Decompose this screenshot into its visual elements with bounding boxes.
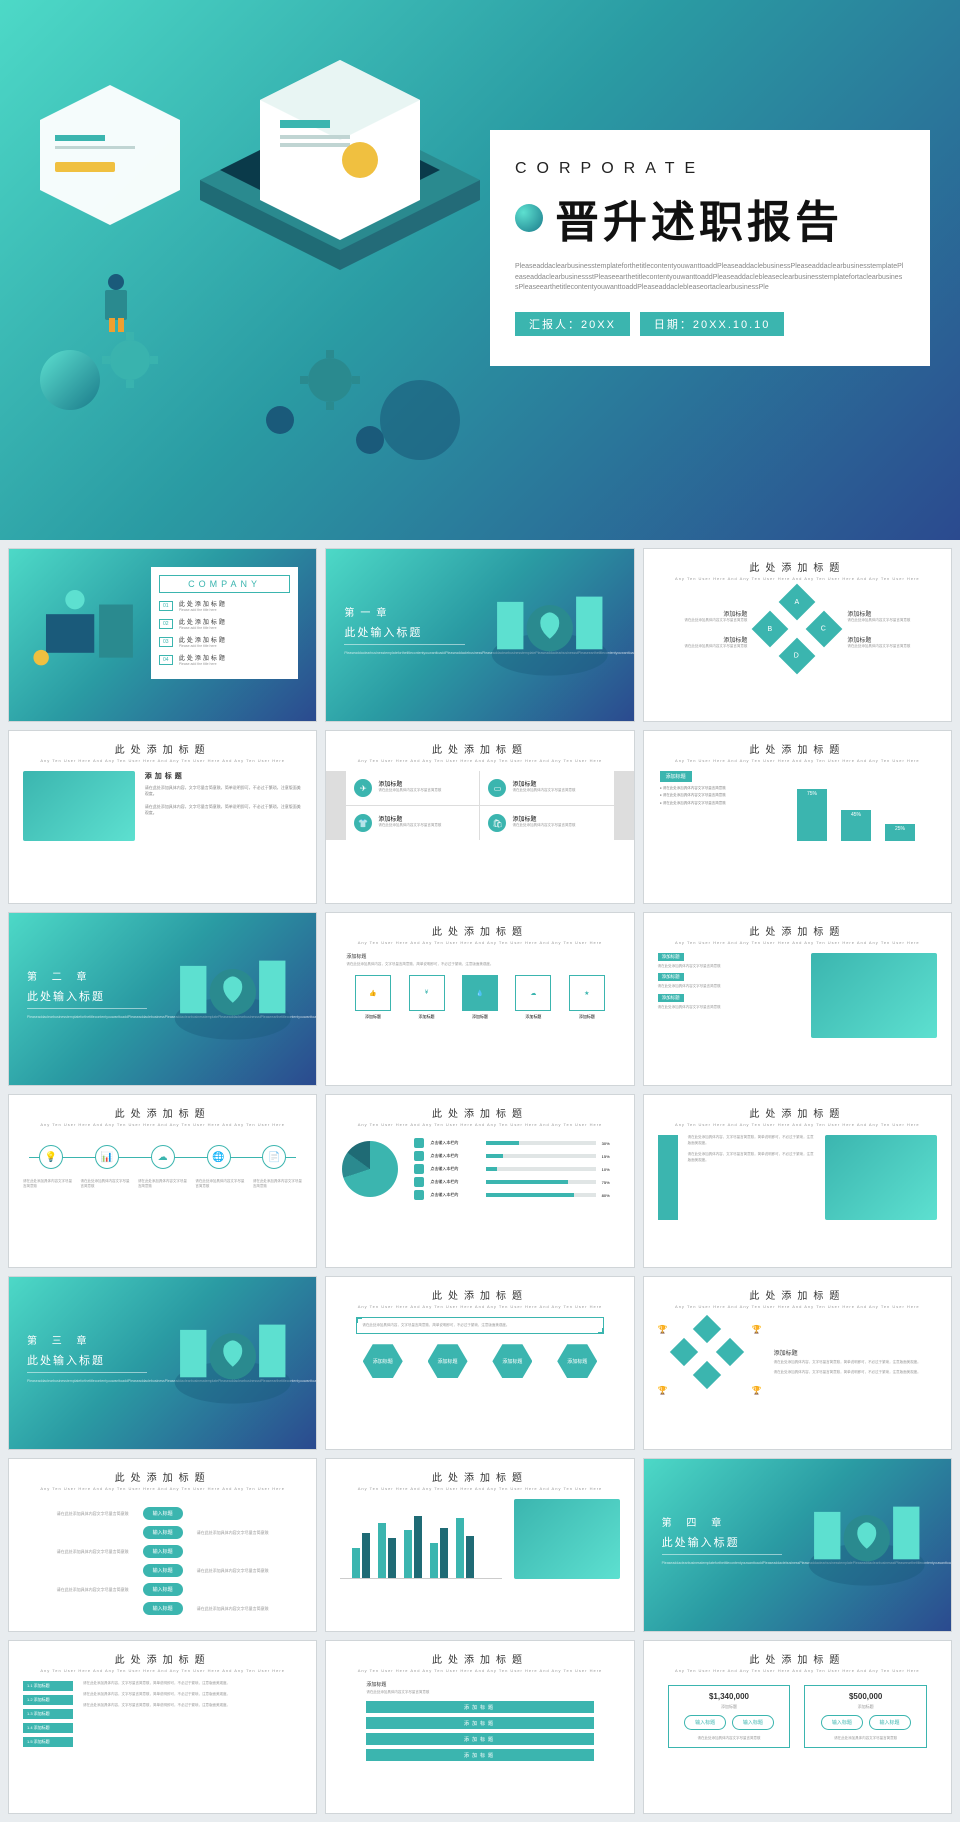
hero-illustration (0, 0, 480, 540)
shirt-icon: 👕 (354, 814, 372, 832)
lightbulb-icon: 💡 (39, 1145, 63, 1169)
slide-icon-boxes: 此处添加标题 Any Ten User Here And Any Ten Use… (325, 912, 634, 1086)
thumb-icon: 👍 (355, 975, 391, 1011)
reporter-pill: 汇报人：20XX (515, 312, 630, 336)
company-toc: COMPANY 01此处添加标题Please add the title her… (151, 567, 299, 679)
slide-chapter-1: 第一章 此处输入标题 Pleaseaddaclearbusinesstempla… (325, 548, 634, 722)
slide-vbar-chart: 此处添加标题 Any Ten User Here And Any Ten Use… (325, 1458, 634, 1632)
placeholder-image (23, 771, 135, 841)
slide-split-image-right: 此处添加标题 Any Ten User Here And Any Ten Use… (643, 1094, 952, 1268)
star-icon: ★ (569, 975, 605, 1011)
cloud-download-icon: ☁ (151, 1145, 175, 1169)
hero-title: 晋升述职报告 (515, 186, 905, 250)
chart-icon: 📊 (95, 1145, 119, 1169)
slide-chapter-2: 第 二 章 此处输入标题 Pleaseaddaclearbusinesstemp… (8, 912, 317, 1086)
slide-image-text: 此处添加标题 Any Ten User Here And Any Ten Use… (8, 730, 317, 904)
thumbnails-grid: COMPANY 01此处添加标题Please add the title her… (0, 540, 960, 1822)
slide-diamonds: 此处添加标题 Any Ten User Here And Any Ten Use… (643, 548, 952, 722)
slide-hexagons: 此处添加标题 Any Ten User Here And Any Ten Use… (325, 1276, 634, 1450)
slide-chapter-3: 第 三 章 此处输入标题 Pleaseaddaclearbusinesstemp… (8, 1276, 317, 1450)
hero-text-panel: CORPORATE 晋升述职报告 Pleaseaddaclearbusiness… (490, 130, 930, 366)
company-heading: COMPANY (159, 575, 291, 593)
slide-quad-icons: 此处添加标题 Any Ten User Here And Any Ten Use… (325, 730, 634, 904)
slide-sidebar-list: 此处添加标题 Any Ten User Here And Any Ten Use… (8, 1640, 317, 1814)
date-pill: 日期：20XX.10.10 (640, 312, 785, 336)
hero-dot-icon (515, 204, 543, 232)
bag-icon: 🛍 (488, 814, 506, 832)
paper-plane-icon: ✈ (354, 779, 372, 797)
drop-icon: 💧 (462, 975, 498, 1011)
slide-text-image-right: 此处添加标题 Any Ten User Here And Any Ten Use… (643, 912, 952, 1086)
slide-company: COMPANY 01此处添加标题Please add the title her… (8, 548, 317, 722)
slide-bar-chart: 此处添加标题 Any Ten User Here And Any Ten Use… (643, 730, 952, 904)
cloud-icon: ☁ (515, 975, 551, 1011)
globe-icon: 🌐 (207, 1145, 231, 1169)
pie-chart (342, 1141, 398, 1197)
slide-wide-bars: 此处添加标题 Any Ten User Here And Any Ten Use… (325, 1640, 634, 1814)
slide-pills-grid: 此处添加标题 Any Ten User Here And Any Ten Use… (8, 1458, 317, 1632)
yen-icon: ¥ (409, 975, 445, 1011)
hero-subtitle: CORPORATE (515, 160, 905, 178)
monitor-icon: ▭ (488, 779, 506, 797)
slide-diamond-cluster: 此处添加标题 Any Ten User Here And Any Ten Use… (643, 1276, 952, 1450)
document-icon: 📄 (262, 1145, 286, 1169)
slide-pie-hbars: 此处添加标题 Any Ten User Here And Any Ten Use… (325, 1094, 634, 1268)
hero-description: Pleaseaddaclearbusinesstemplateforthetit… (515, 262, 905, 294)
hero-slide: CORPORATE 晋升述职报告 Pleaseaddaclearbusiness… (0, 0, 960, 540)
hero-meta: 汇报人：20XX 日期：20XX.10.10 (515, 312, 905, 336)
slide-chapter-4: 第 四 章 此处输入标题 Pleaseaddaclearbusinesstemp… (643, 1458, 952, 1632)
slide-timeline-nodes: 此处添加标题 Any Ten User Here And Any Ten Use… (8, 1094, 317, 1268)
slide-price-boxes: 此处添加标题 Any Ten User Here And Any Ten Use… (643, 1640, 952, 1814)
